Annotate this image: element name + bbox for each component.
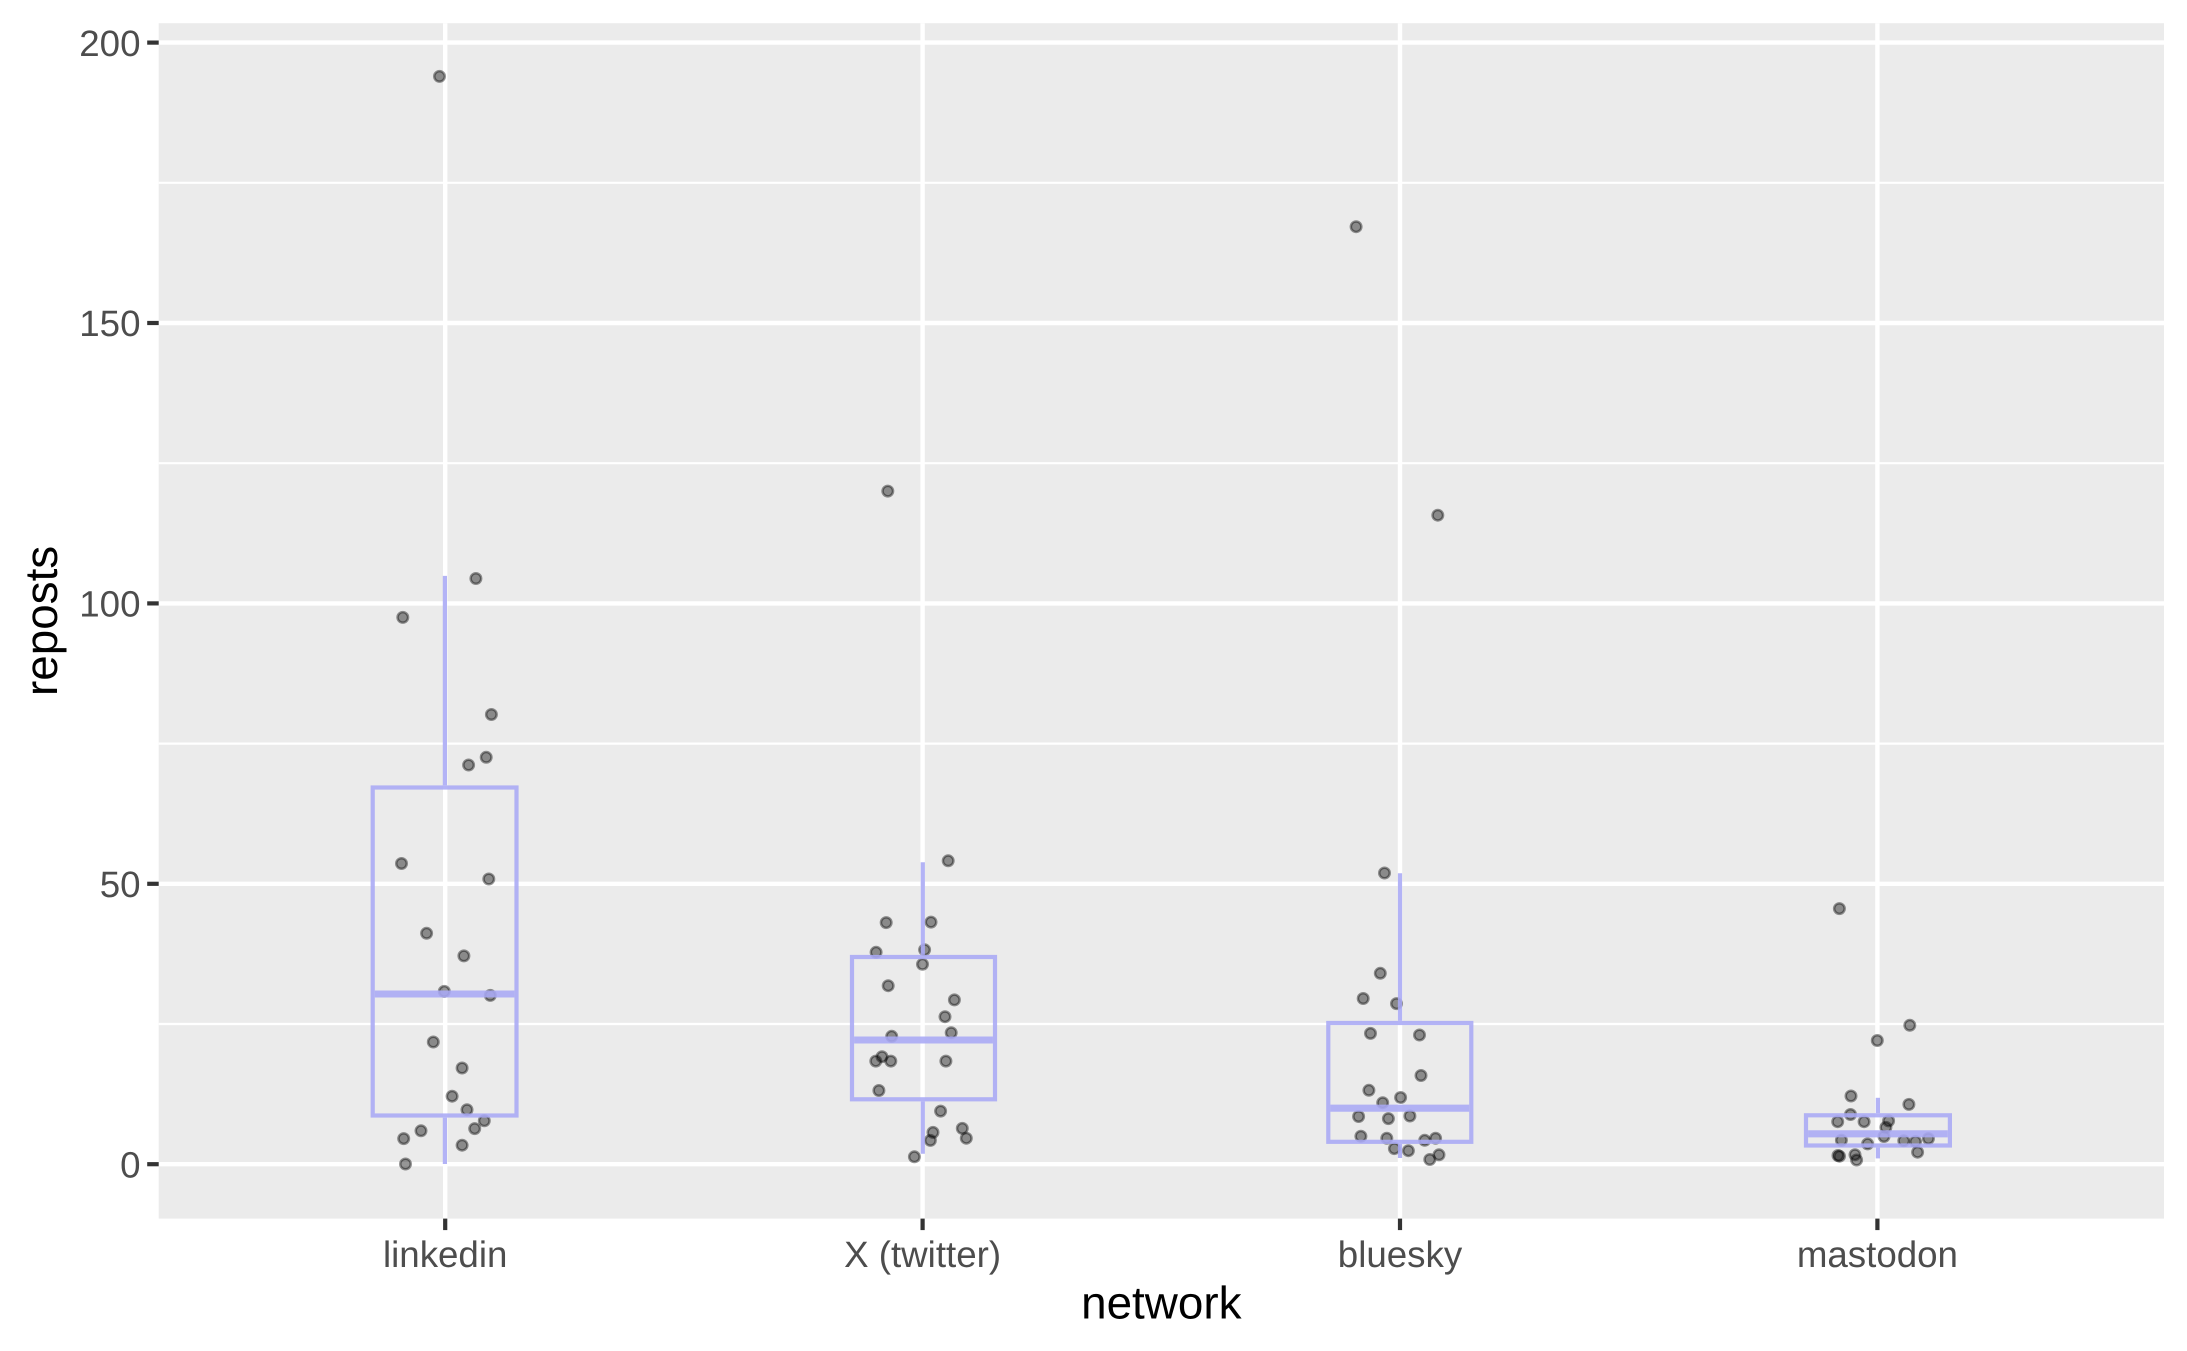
svg-text:reposts: reposts (16, 546, 67, 696)
svg-text:bluesky: bluesky (1338, 1234, 1463, 1275)
svg-text:150: 150 (79, 303, 140, 344)
svg-text:100: 100 (79, 584, 140, 625)
svg-text:0: 0 (120, 1144, 140, 1185)
svg-text:X (twitter): X (twitter) (844, 1234, 1001, 1275)
svg-text:linkedin: linkedin (383, 1234, 507, 1275)
svg-text:network: network (1081, 1278, 1241, 1329)
svg-text:200: 200 (79, 23, 140, 64)
svg-text:50: 50 (100, 864, 141, 905)
svg-text:mastodon: mastodon (1797, 1234, 1958, 1275)
